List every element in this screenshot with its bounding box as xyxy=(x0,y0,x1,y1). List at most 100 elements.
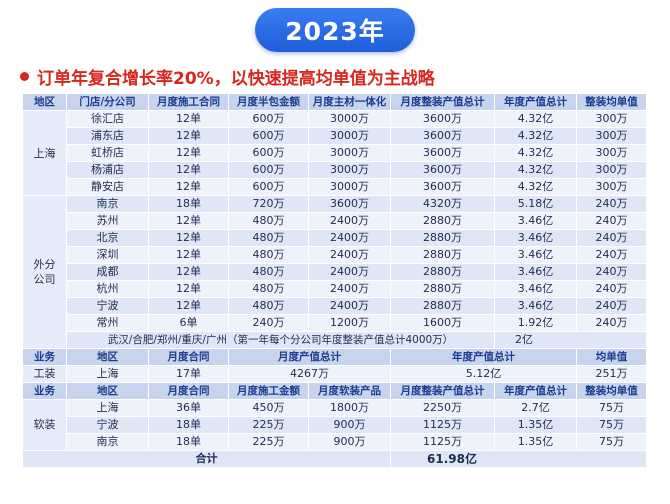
table-cell: 静安店 xyxy=(66,178,149,196)
table-row: 深圳 12单 480万 2400万 2880万 3.46亿 240万 xyxy=(23,246,647,264)
table-cell: 2.7亿 xyxy=(494,399,577,417)
header-cell: 业务 xyxy=(22,348,67,366)
ruanzhuang-row: 宁波 18单 225万 900万 1125万 1.35亿 75万 xyxy=(23,416,647,434)
region-cell: 上海 xyxy=(22,110,67,196)
year-title: 2023年 xyxy=(285,17,385,46)
table-cell: 600万 xyxy=(228,178,309,196)
table-cell: 2880万 xyxy=(390,229,495,247)
business-cell: 工装 xyxy=(22,365,67,383)
table-cell: 北京 xyxy=(66,229,149,247)
table-cell: 240万 xyxy=(228,314,309,332)
table-cell: 2880万 xyxy=(390,297,495,315)
ruanzhuang-row: 南京 18单 225万 900万 1125万 1.35亿 75万 xyxy=(23,433,647,451)
header-cell: 月度施工金额 xyxy=(228,382,309,400)
table-cell: 3.46亿 xyxy=(494,280,577,298)
header-cell: 门店/分公司 xyxy=(66,93,149,111)
table-cell: 4.32亿 xyxy=(494,127,577,145)
header-cell: 地区 xyxy=(66,382,149,400)
table-cell: 251万 xyxy=(576,365,647,383)
table-cell: 虹桥店 xyxy=(66,144,149,162)
header-cell: 业务 xyxy=(22,382,67,400)
table-cell: 3.46亿 xyxy=(494,229,577,247)
table-cell: 450万 xyxy=(228,399,309,417)
header-cell: 地区 xyxy=(66,348,149,366)
table-cell: 3.46亿 xyxy=(494,263,577,281)
table-cell: 75万 xyxy=(576,416,647,434)
table-row: 虹桥店 12单 600万 3000万 3600万 4.32亿 300万 xyxy=(23,144,647,162)
table-cell: 18单 xyxy=(148,416,229,434)
table-cell: 2400万 xyxy=(308,246,391,264)
table-cell: 1800万 xyxy=(308,399,391,417)
table-cell: 3000万 xyxy=(308,161,391,179)
headline: 订单年复合增长率20%，以快速提高均单值为主战略 xyxy=(20,64,435,89)
total-row: 合计 61.98亿 xyxy=(22,450,647,468)
table-cell: 480万 xyxy=(228,212,309,230)
table-cell: 75万 xyxy=(576,433,647,451)
table-cell: 2400万 xyxy=(308,297,391,315)
table-cell: 2880万 xyxy=(390,263,495,281)
table-cell: 1.35亿 xyxy=(494,433,577,451)
table-row: 常州 6单 240万 1200万 1600万 1.92亿 240万 xyxy=(23,314,647,332)
region-cell: 外分 公司 xyxy=(22,195,67,349)
table-cell: 12单 xyxy=(148,297,229,315)
table-row: 上海 徐汇店 12单 600万 3000万 3600万 4.32亿 300万 xyxy=(22,110,647,196)
table-cell: 4267万 xyxy=(228,365,391,383)
table-cell: 12单 xyxy=(148,263,229,281)
table-cell: 900万 xyxy=(308,416,391,434)
table-cell: 3.46亿 xyxy=(494,246,577,264)
table-cell: 2400万 xyxy=(308,229,391,247)
header-cell: 整装均单值 xyxy=(576,382,647,400)
table-cell: 300万 xyxy=(576,127,647,145)
table-cell: 3600万 xyxy=(308,195,391,213)
table-cell: 600万 xyxy=(228,127,309,145)
table-cell: 4.32亿 xyxy=(494,110,577,128)
table-row: 苏州 12单 480万 2400万 2880万 3.46亿 240万 xyxy=(23,212,647,230)
table-row: 北京 12单 480万 2400万 2880万 3.46亿 240万 xyxy=(23,229,647,247)
table-cell: 2880万 xyxy=(390,212,495,230)
table-cell: 5.18亿 xyxy=(494,195,577,213)
table-cell: 240万 xyxy=(576,297,647,315)
table-cell: 3600万 xyxy=(390,110,495,128)
table-cell: 480万 xyxy=(228,263,309,281)
table-cell: 苏州 xyxy=(66,212,149,230)
table-cell: 900万 xyxy=(308,433,391,451)
table-cell: 3.46亿 xyxy=(494,297,577,315)
header-cell: 月度合同 xyxy=(148,382,229,400)
table-cell: 1125万 xyxy=(390,416,495,434)
table-cell: 240万 xyxy=(576,280,647,298)
table-cell: 240万 xyxy=(576,195,647,213)
table-row: 外分 公司 南京 18单 720万 3600万 4320万 5.18亿 240万 xyxy=(22,195,647,349)
table-cell: 12单 xyxy=(148,246,229,264)
table-cell: 6单 xyxy=(148,314,229,332)
table-cell: 600万 xyxy=(228,144,309,162)
header-cell: 月度软装产品 xyxy=(308,382,391,400)
table-row: 成都 12单 480万 2400万 2880万 3.46亿 240万 xyxy=(23,263,647,281)
header-cell: 月度整装产值总计 xyxy=(390,382,495,400)
table-cell: 12单 xyxy=(148,127,229,145)
revenue-plan-table: 地区 门店/分公司 月度施工合同 月度半包金额 月度主材一体化 月度整装产值总计 年度产值总… xyxy=(22,93,647,468)
table-cell: 2400万 xyxy=(308,263,391,281)
table-cell: 12单 xyxy=(148,280,229,298)
table-cell: 600万 xyxy=(228,161,309,179)
table-cell: 3600万 xyxy=(390,144,495,162)
table-cell: 225万 xyxy=(228,433,309,451)
ruanzhuang-header-row: 业务 地区 月度合同 月度施工金额 月度软装产品 月度整装产值总计 年度产值总计 整装均单值 xyxy=(22,382,647,400)
bullet-dot-icon xyxy=(20,71,29,81)
table-cell: 1.35亿 xyxy=(494,416,577,434)
table-cell: 300万 xyxy=(576,178,647,196)
table-cell: 12单 xyxy=(148,229,229,247)
extra-note-cell: 武汉/合肥/郑州/重庆/广州（第一年每个分公司年度整装产值总计4000万） xyxy=(66,331,495,349)
table-cell: 480万 xyxy=(228,229,309,247)
table-cell: 杨浦店 xyxy=(66,161,149,179)
header-cell: 年度产值总计 xyxy=(494,93,577,111)
table-cell: 3000万 xyxy=(308,127,391,145)
header-cell: 月度整装产值总计 xyxy=(390,93,495,111)
table-cell: 常州 xyxy=(66,314,149,332)
table-header-row: 地区 门店/分公司 月度施工合同 月度半包金额 月度主材一体化 月度整装产值总计 年度产值总… xyxy=(22,93,647,111)
table-cell: 480万 xyxy=(228,297,309,315)
total-label-cell: 合计 xyxy=(22,450,391,468)
ruanzhuang-row: 软装 上海 36单 450万 1800万 2250万 2.7亿 75万 xyxy=(22,399,647,451)
table-cell: 3600万 xyxy=(390,127,495,145)
table-cell: 3.46亿 xyxy=(494,212,577,230)
table-cell: 300万 xyxy=(576,161,647,179)
